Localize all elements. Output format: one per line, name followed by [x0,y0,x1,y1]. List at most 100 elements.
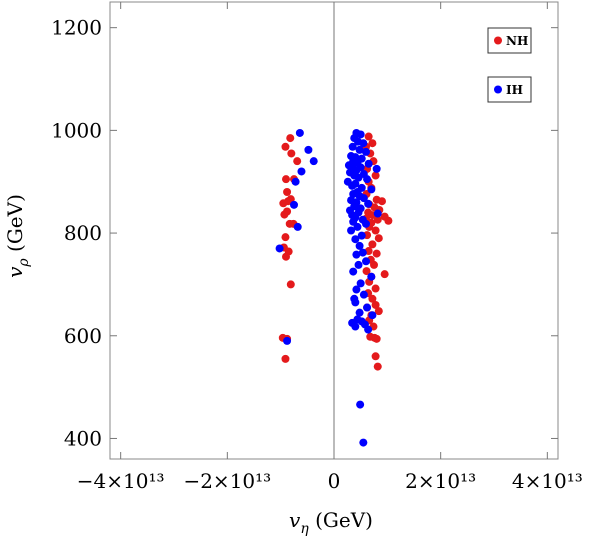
point-ih [358,248,367,257]
legend-ih-label: IH [506,83,523,97]
point-ih [290,200,298,209]
point-nh [279,199,288,208]
point-nh [368,240,377,249]
point-ih [347,226,356,235]
point-ih [362,219,370,228]
point-ih [309,157,318,166]
point-nh [374,234,383,243]
point-nh [373,215,382,224]
point-ih [367,185,376,194]
y-axis-label-base: v [3,266,27,278]
y-tick-label: 600 [64,324,102,348]
point-nh [287,149,296,158]
point-ih [352,250,361,259]
point-ih [352,285,361,294]
point-ih [355,145,364,154]
point-ih [356,279,365,288]
point-ih [359,139,368,148]
x-tick-label: −4×10¹³ [77,469,165,493]
x-axis-label-base: v [289,508,301,532]
point-nh [280,210,289,219]
legend-nh-marker [494,36,502,45]
point-ih [356,400,365,409]
point-nh [371,284,380,293]
point-ih [363,175,372,184]
point-nh [362,267,371,276]
y-tick-label: 800 [64,221,102,245]
point-ih [357,231,366,240]
point-ih [349,190,358,199]
point-nh [283,187,292,196]
y-axis-label-sub: ρ [16,258,32,268]
legend-nh-label: NH [506,34,528,48]
point-ih [354,260,363,269]
x-axis-label-sub: η [300,521,309,537]
point-nh [282,175,290,184]
legend-ih: IH [487,76,532,103]
data-points [275,128,393,447]
point-nh [372,334,381,343]
point-ih [351,322,360,331]
point-nh [372,249,381,258]
x-tick-label: 4×10¹³ [512,469,583,493]
point-ih [355,308,364,317]
point-nh [286,280,295,289]
point-nh [384,216,393,225]
point-nh [368,294,377,303]
point-nh [293,157,302,166]
point-ih [349,267,358,276]
point-ih [359,290,368,299]
legend-nh: NH [487,27,532,54]
y-tick-label: 1200 [51,16,102,40]
point-ih [295,128,304,137]
x-axis-ticks: −4×10¹³ −2×10¹³ 0 2×10¹³ 4×10¹³ [77,2,583,493]
x-tick-label: 0 [328,469,341,493]
point-nh [282,252,290,261]
point-nh [370,260,378,269]
point-nh [286,134,295,143]
point-nh [281,142,290,151]
point-nh [378,197,386,206]
x-axis-label-unit: (GeV) [309,508,373,532]
x-tick-label: 2×10¹³ [405,469,476,493]
y-axis-ticks: 400 600 800 1000 1200 [51,16,558,450]
point-ih [359,438,368,447]
point-nh [371,300,380,309]
point-ih [367,272,376,281]
point-ih [348,142,357,151]
point-ih [359,194,368,203]
point-ih [283,336,292,345]
point-ih [363,303,372,312]
point-nh [380,270,389,279]
point-ih [304,145,313,154]
point-ih [364,159,373,168]
point-ih [368,311,377,320]
point-ih [351,235,360,244]
point-ih [291,177,300,186]
point-ih [354,173,363,182]
point-nh [281,354,290,363]
x-axis-label: vη (GeV) [289,508,373,537]
x-tick-label: −2×10¹³ [183,469,271,493]
point-ih [297,167,306,176]
point-ih [372,164,381,173]
point-nh [368,139,377,148]
y-axis-label-unit: (GeV) [3,194,27,258]
y-tick-label: 1000 [51,118,102,142]
legend-ih-marker [494,85,502,94]
point-ih [275,244,284,253]
point-ih [362,257,370,266]
point-nh [373,362,382,371]
point-nh [374,307,383,316]
point-nh [371,226,380,235]
point-ih [373,209,382,218]
point-ih [356,130,365,139]
point-ih [353,222,362,231]
point-ih [351,298,360,307]
point-ih [364,199,373,208]
point-nh [371,352,380,361]
point-ih [293,222,302,231]
point-ih [355,241,364,250]
point-ih [362,147,370,156]
y-axis-label: vρ (GeV) [3,194,32,278]
